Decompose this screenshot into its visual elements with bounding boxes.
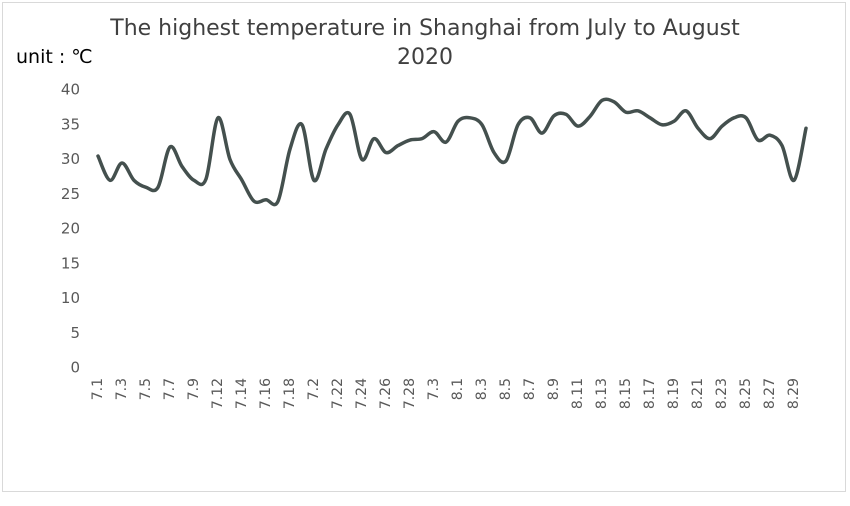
x-tick-label: 7.16 xyxy=(258,378,274,409)
line-series xyxy=(96,97,808,207)
chart-frame xyxy=(2,2,846,492)
x-tick-label: 7.12 xyxy=(210,378,226,409)
x-tick-label: 8.11 xyxy=(570,378,586,409)
x-tick-label: 8.17 xyxy=(642,378,658,409)
x-tick-label: 7.9 xyxy=(186,378,202,400)
x-tick-label: 7.1 xyxy=(90,378,106,400)
x-tick-label: 7.24 xyxy=(354,378,370,409)
x-tick-label: 7.14 xyxy=(234,378,250,409)
x-tick-label: 8.27 xyxy=(762,378,778,409)
y-tick-label: 40 xyxy=(61,81,80,99)
x-tick-label: 7.3 xyxy=(114,378,130,400)
y-tick-label: 25 xyxy=(61,185,80,203)
x-tick-label: 7.18 xyxy=(282,378,298,409)
x-tick-label: 8.7 xyxy=(522,378,538,400)
x-tick-label: 8.3 xyxy=(474,378,490,400)
x-tick-label: 8.29 xyxy=(786,378,802,409)
x-tick-label: 7.3 xyxy=(426,378,442,400)
x-tick-label: 8.1 xyxy=(450,378,466,400)
y-tick-label: 30 xyxy=(61,150,80,168)
y-tick-label: 20 xyxy=(61,220,80,238)
x-tick-label: 7.2 xyxy=(306,378,322,400)
x-tick-label: 8.21 xyxy=(690,378,706,409)
y-axis-label: unit : ℃ xyxy=(16,46,93,68)
y-tick-label: 5 xyxy=(70,324,80,342)
x-tick-label: 8.25 xyxy=(738,378,754,409)
y-tick-label: 15 xyxy=(61,254,80,272)
x-tick-label: 7.22 xyxy=(330,378,346,409)
y-tick-label: 35 xyxy=(61,115,80,133)
x-tick-label: 8.15 xyxy=(618,378,634,409)
x-tick-label: 7.7 xyxy=(162,378,178,400)
x-tick-label: 7.26 xyxy=(378,378,394,409)
x-tick-label: 8.5 xyxy=(498,378,514,400)
x-tick-label: 8.13 xyxy=(594,378,610,409)
x-tick-label: 8.23 xyxy=(714,378,730,409)
x-tick-label: 8.9 xyxy=(546,378,562,400)
y-tick-label: 0 xyxy=(70,359,80,377)
chart-title: The highest temperature in Shanghai from… xyxy=(110,16,740,70)
x-tick-label: 7.28 xyxy=(402,378,418,409)
x-tick-label: 8.19 xyxy=(666,378,682,409)
x-tick-label: 7.5 xyxy=(138,378,154,400)
y-tick-label: 10 xyxy=(61,289,80,307)
